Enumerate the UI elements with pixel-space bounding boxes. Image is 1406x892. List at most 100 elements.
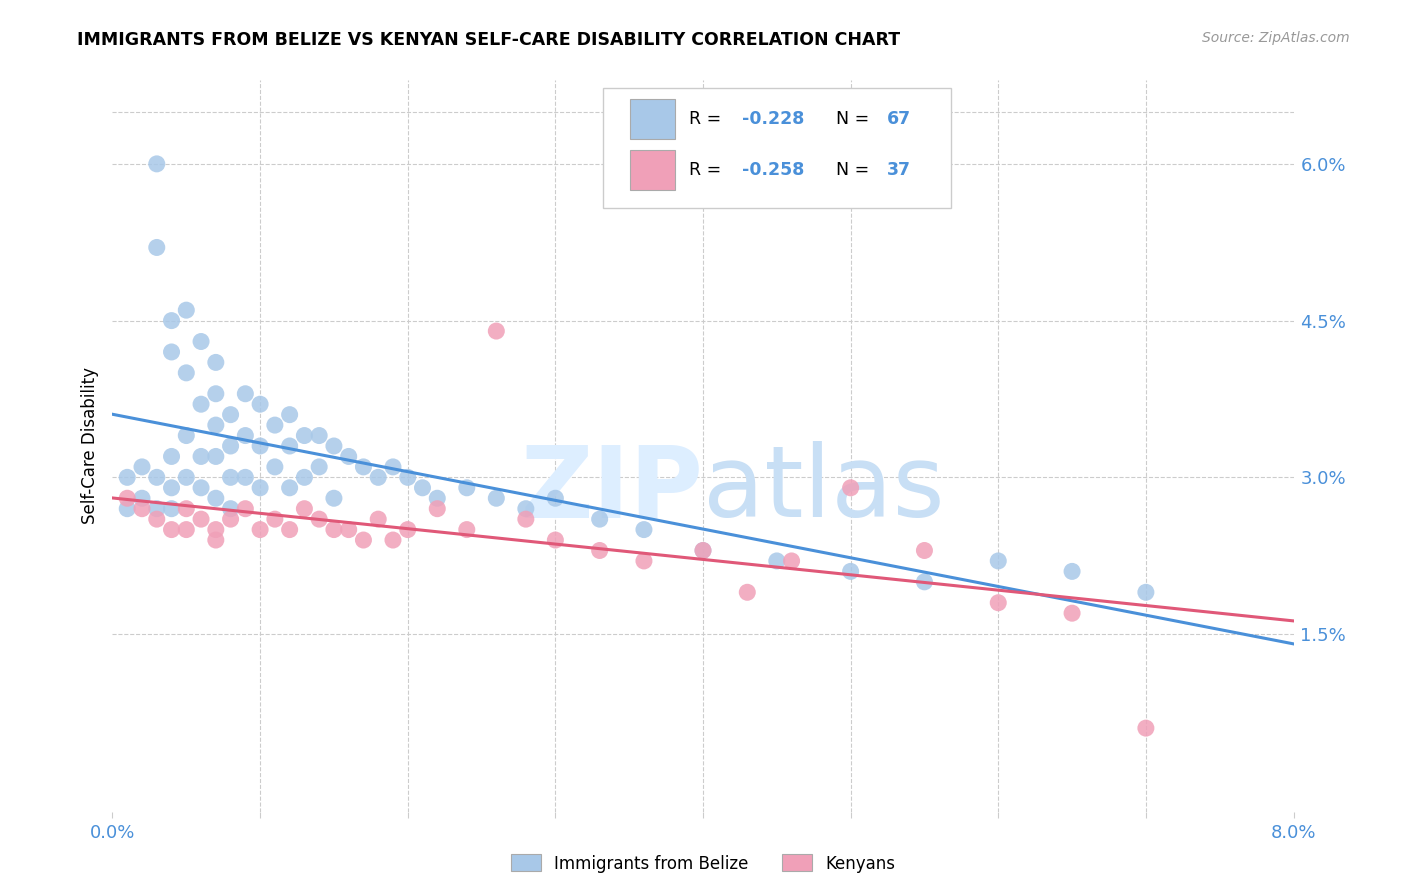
Text: 67: 67 [887, 110, 911, 128]
Point [426, 491, 449, 506]
Point [367, 470, 389, 484]
Text: IMMIGRANTS FROM BELIZE VS KENYAN SELF-CARE DISABILITY CORRELATION CHART: IMMIGRANTS FROM BELIZE VS KENYAN SELF-CA… [77, 31, 900, 49]
Point [1135, 585, 1157, 599]
Text: R =: R = [689, 161, 727, 179]
Point [174, 523, 197, 537]
Point [174, 501, 197, 516]
Point [396, 470, 419, 484]
Point [160, 523, 183, 537]
Point [174, 303, 197, 318]
Point [131, 459, 153, 474]
Point [692, 543, 714, 558]
Point [1062, 606, 1084, 620]
Point [382, 459, 405, 474]
Text: atlas: atlas [703, 442, 945, 539]
Point [456, 481, 478, 495]
Point [160, 481, 183, 495]
Point [146, 501, 169, 516]
Point [323, 439, 346, 453]
Point [174, 428, 197, 442]
Point [382, 533, 405, 547]
Point [278, 408, 301, 422]
Point [190, 397, 212, 411]
Point [264, 459, 287, 474]
Point [190, 450, 212, 464]
Point [249, 523, 271, 537]
Point [308, 428, 330, 442]
Text: 37: 37 [887, 161, 911, 179]
Point [780, 554, 803, 568]
Point [233, 386, 256, 401]
Point [131, 491, 153, 506]
Point [174, 366, 197, 380]
Point [987, 554, 1010, 568]
Point [323, 491, 346, 506]
Point [117, 491, 138, 506]
Point [146, 470, 169, 484]
Point [737, 585, 759, 599]
Text: N =: N = [825, 110, 875, 128]
Point [292, 470, 315, 484]
Point [160, 450, 183, 464]
Point [292, 428, 315, 442]
Point [765, 554, 787, 568]
Point [131, 501, 153, 516]
Point [146, 512, 169, 526]
Point [588, 543, 610, 558]
Point [278, 481, 301, 495]
Point [839, 481, 862, 495]
Point [278, 439, 301, 453]
Point [485, 324, 508, 338]
Point [352, 459, 374, 474]
Text: R =: R = [689, 110, 727, 128]
Point [190, 512, 212, 526]
Point [515, 512, 537, 526]
Point [426, 501, 449, 516]
Point [146, 240, 169, 254]
Point [190, 481, 212, 495]
Point [367, 512, 389, 526]
Point [515, 501, 537, 516]
Point [1062, 565, 1084, 579]
Point [264, 512, 287, 526]
Y-axis label: Self-Care Disability: Self-Care Disability [80, 368, 98, 524]
Point [633, 523, 655, 537]
Point [205, 491, 228, 506]
Point [219, 501, 242, 516]
Point [160, 501, 183, 516]
Point [205, 523, 228, 537]
FancyBboxPatch shape [603, 87, 950, 209]
Point [117, 470, 138, 484]
Point [456, 523, 478, 537]
Point [160, 345, 183, 359]
Point [544, 491, 567, 506]
Point [396, 523, 419, 537]
Point [219, 470, 242, 484]
Point [174, 470, 197, 484]
Point [160, 313, 183, 327]
Point [633, 554, 655, 568]
Point [337, 523, 360, 537]
Point [308, 459, 330, 474]
Point [352, 533, 374, 547]
Point [839, 565, 862, 579]
Point [337, 450, 360, 464]
Point [219, 512, 242, 526]
Point [249, 397, 271, 411]
Legend: Immigrants from Belize, Kenyans: Immigrants from Belize, Kenyans [505, 847, 901, 880]
Text: Source: ZipAtlas.com: Source: ZipAtlas.com [1202, 31, 1350, 45]
Point [146, 157, 169, 171]
FancyBboxPatch shape [630, 150, 675, 190]
Point [205, 533, 228, 547]
Point [249, 481, 271, 495]
FancyBboxPatch shape [630, 99, 675, 139]
Text: N =: N = [825, 161, 875, 179]
Point [588, 512, 610, 526]
Text: -0.258: -0.258 [742, 161, 804, 179]
Point [205, 386, 228, 401]
Point [205, 418, 228, 433]
Point [914, 574, 936, 589]
Text: ZIP: ZIP [520, 442, 703, 539]
Point [233, 428, 256, 442]
Point [914, 543, 936, 558]
